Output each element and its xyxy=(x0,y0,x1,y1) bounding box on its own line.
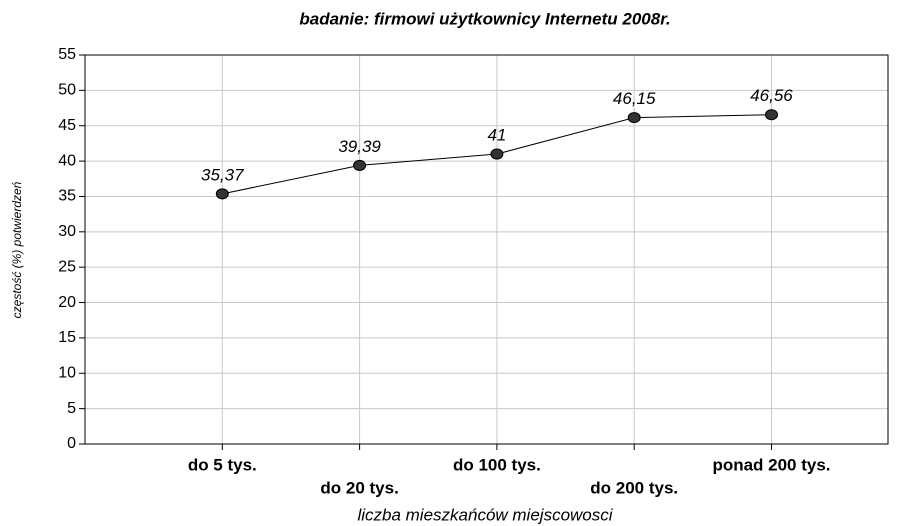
y-tick-label: 10 xyxy=(58,364,76,381)
data-label: 41 xyxy=(487,126,506,145)
point xyxy=(490,148,504,160)
x-tick-label: do 200 tys. xyxy=(590,478,678,497)
y-tick-label: 0 xyxy=(67,435,76,452)
chart-title: badanie: firmowi użytkownicy Internetu 2… xyxy=(299,9,670,28)
y-tick-label: 45 xyxy=(58,117,76,134)
point xyxy=(765,109,778,121)
data-label: 39,39 xyxy=(338,137,381,156)
y-tick-label: 55 xyxy=(58,46,76,63)
y-axis-label: częstość (%) potwierdzeń xyxy=(10,181,24,318)
plot-frame xyxy=(84,54,889,445)
x-axis-label: liczba mieszkańców miejscowosci xyxy=(357,505,613,524)
data-label: 46,56 xyxy=(750,86,793,105)
x-tick-label: do 20 tys. xyxy=(320,478,398,497)
x-tick-label: do 100 tys. xyxy=(453,455,541,474)
point xyxy=(353,159,367,171)
point xyxy=(627,112,641,124)
y-tick-label: 20 xyxy=(58,294,76,311)
y-tick-label: 50 xyxy=(58,82,76,99)
y-tick-label: 15 xyxy=(58,329,76,346)
y-tick-label: 30 xyxy=(58,223,76,240)
x-tick-label: ponad 200 tys. xyxy=(712,455,830,474)
y-tick-label: 5 xyxy=(67,400,76,417)
y-tick-label: 35 xyxy=(58,188,76,205)
y-tick-label: 40 xyxy=(58,152,76,169)
y-tick-label: 25 xyxy=(58,258,76,275)
point xyxy=(215,188,229,200)
x-tick-label: do 5 tys. xyxy=(188,455,257,474)
data-label: 35,37 xyxy=(201,165,244,184)
data-label: 46,15 xyxy=(613,89,656,108)
